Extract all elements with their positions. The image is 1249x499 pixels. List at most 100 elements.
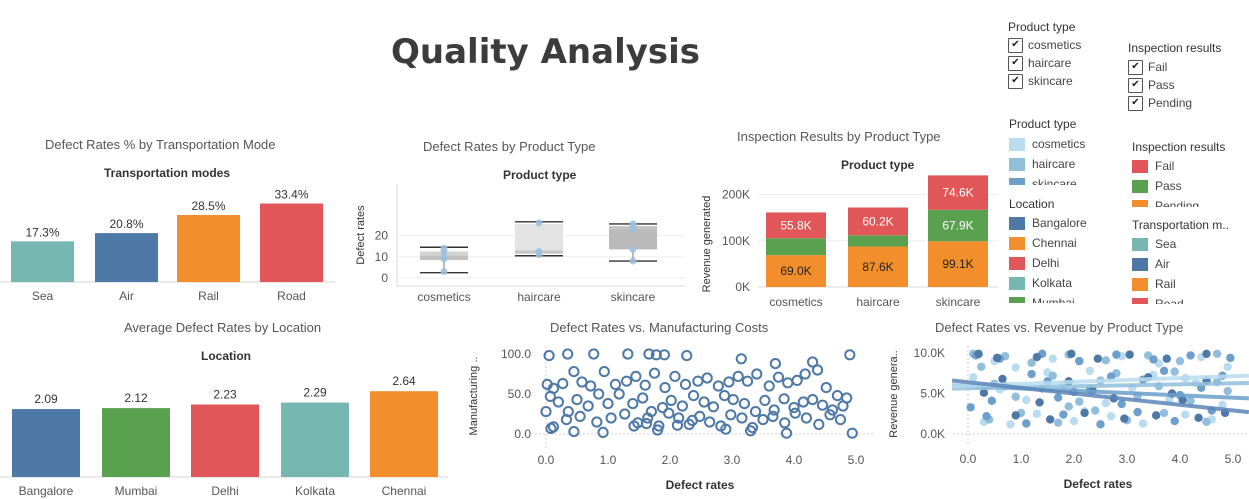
checkbox-checked-icon[interactable]: ✔	[1128, 77, 1143, 93]
y-axis-label: Defect rates	[355, 205, 367, 265]
x-tick-label: Mumbai	[115, 484, 158, 498]
data-point	[560, 414, 573, 426]
data-point	[1053, 418, 1063, 427]
legend-product-type: Product type cosmetics haircare skincare	[1009, 117, 1119, 185]
data-point	[782, 377, 794, 389]
data-point	[701, 372, 713, 384]
data-point	[540, 406, 552, 418]
legend-label: cosmetics	[1032, 137, 1086, 151]
data-point	[629, 257, 637, 265]
legend-item[interactable]: Rail	[1132, 274, 1247, 294]
legend-item[interactable]: Delhi	[1009, 253, 1119, 273]
segment-value-label: 87.6K	[862, 260, 893, 274]
legend-item[interactable]: Sea	[1132, 234, 1247, 254]
data-point	[629, 245, 637, 253]
legend-item[interactable]: haircare	[1009, 154, 1119, 174]
data-point	[1120, 414, 1129, 423]
legend-swatch	[1009, 236, 1025, 250]
data-point	[759, 394, 771, 407]
data-point	[779, 417, 791, 429]
legend-label: Rail	[1155, 277, 1176, 291]
data-point	[1096, 420, 1105, 429]
data-point	[679, 378, 692, 391]
revenue-scatter-chart: 0.0K 5.0K 10.0K 0.0 1.0 2.0 3.0 4.0 5.0 Revenue g…	[888, 346, 1249, 491]
data-point	[1106, 411, 1116, 421]
checkbox-checked-icon[interactable]: ✔	[1008, 73, 1023, 89]
data-point	[1067, 349, 1076, 359]
data-point	[574, 410, 586, 423]
legend-item[interactable]: Pass	[1132, 176, 1242, 196]
data-point	[605, 412, 617, 424]
checkbox-checked-icon[interactable]: ✔	[1128, 59, 1143, 75]
data-point	[440, 244, 448, 252]
bar-value-label: 2.29	[303, 386, 327, 400]
data-point	[1075, 356, 1084, 366]
y-tick-label: 10.0K	[914, 346, 945, 360]
data-point	[768, 404, 780, 416]
data-point	[1022, 395, 1031, 405]
legend-item[interactable]: Road	[1132, 294, 1247, 304]
filter-option-cosmetics[interactable]: ✔ cosmetics	[1008, 36, 1081, 54]
trend-line	[951, 378, 1249, 415]
data-point	[1112, 350, 1121, 359]
data-point	[757, 414, 769, 426]
filter-option-skincare[interactable]: ✔ skincare	[1008, 72, 1081, 90]
filter-option-haircare[interactable]: ✔ haircare	[1008, 54, 1081, 72]
legend-label: Sea	[1155, 237, 1177, 251]
stacked-segment	[848, 235, 908, 247]
checkbox-checked-icon[interactable]: ✔	[1008, 37, 1023, 53]
data-point	[582, 400, 594, 412]
legend-item[interactable]: skincare	[1009, 174, 1119, 185]
x-tick-label: Chennai	[382, 484, 427, 498]
legend-item[interactable]: Air	[1132, 254, 1247, 274]
filter-option-pass[interactable]: ✔ Pass	[1128, 76, 1221, 94]
legend-label: Air	[1155, 257, 1170, 271]
legend-item[interactable]: Chennai	[1009, 233, 1119, 253]
data-point	[552, 396, 565, 408]
legend-title: Transportation m..	[1132, 218, 1229, 232]
x-tick-label: skincare	[936, 295, 981, 309]
data-point	[1138, 419, 1148, 428]
legend-title: Product type	[1009, 117, 1077, 131]
legend-item[interactable]: Fail	[1132, 156, 1242, 176]
legend-item[interactable]: Kolkata	[1009, 273, 1119, 293]
x-tick-label: Road	[277, 289, 306, 303]
y-tick-label: 0	[381, 271, 388, 285]
data-point	[735, 353, 747, 365]
data-point	[698, 396, 710, 408]
data-point	[658, 349, 671, 361]
legend-item[interactable]: Bangalore	[1009, 213, 1119, 233]
data-point	[772, 371, 785, 383]
data-point	[535, 248, 543, 255]
stacked-segment	[766, 255, 826, 287]
legend-item[interactable]: Pending	[1132, 196, 1242, 207]
x-tick-label: 3.0	[1119, 452, 1136, 466]
legend-title: Inspection results	[1132, 140, 1226, 154]
data-point	[824, 409, 836, 421]
data-point	[767, 410, 779, 423]
legend-item[interactable]: Mumbai	[1009, 293, 1119, 303]
filter-option-pending[interactable]: ✔ Pending	[1128, 94, 1221, 112]
data-point	[1011, 363, 1020, 372]
data-point	[1048, 371, 1057, 380]
inspection-stacked-chart: 0K 100K 200K Revenue generated 69.0K 55.8K cos…	[701, 175, 998, 309]
data-point	[681, 350, 693, 362]
data-point	[659, 382, 671, 394]
filter-option-fail[interactable]: ✔ Fail	[1128, 58, 1221, 76]
data-point	[1101, 356, 1110, 365]
checkbox-checked-icon[interactable]: ✔	[1128, 95, 1143, 111]
legend-item[interactable]: cosmetics	[1009, 134, 1119, 154]
checkbox-checked-icon[interactable]: ✔	[1008, 55, 1023, 71]
x-axis-label: Defect rates	[1064, 477, 1133, 491]
x-tick-label: 4.0	[786, 453, 803, 467]
x-tick-label: Kolkata	[295, 484, 335, 498]
y-tick-label: 100K	[722, 234, 750, 248]
data-point	[837, 400, 849, 412]
legend-swatch	[1009, 177, 1025, 185]
data-point	[732, 370, 744, 383]
data-point	[630, 370, 642, 383]
data-point	[576, 376, 588, 388]
data-point	[1181, 410, 1190, 419]
legend-title: Location	[1009, 197, 1055, 211]
legend-location: Location Bangalore Chennai Delhi Kolkata Mum…	[1009, 197, 1119, 303]
